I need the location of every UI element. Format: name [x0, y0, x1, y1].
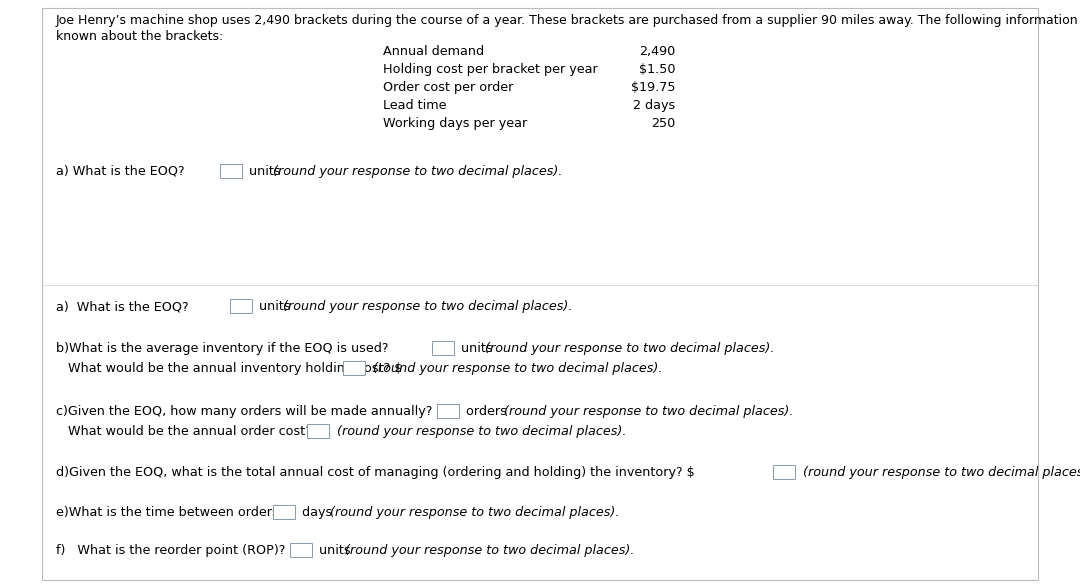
Text: What would be the annual order cost? $: What would be the annual order cost? $ [56, 425, 324, 438]
Text: (round your response to two decimal places).: (round your response to two decimal plac… [345, 544, 634, 557]
Text: orders: orders [462, 405, 511, 418]
Text: $19.75: $19.75 [631, 81, 675, 94]
Text: units: units [457, 342, 497, 355]
Bar [291, 543, 312, 557]
Text: 2 days: 2 days [633, 99, 675, 112]
Text: (round your response to two decimal places).: (round your response to two decimal plac… [330, 506, 619, 519]
Bar [220, 164, 242, 178]
Bar [437, 404, 459, 418]
Text: 250: 250 [651, 117, 675, 130]
Bar [343, 361, 365, 375]
Bar [432, 341, 454, 355]
Text: Joe Henry’s machine shop uses 2,490 brackets during the course of a year. These : Joe Henry’s machine shop uses 2,490 brac… [56, 14, 1080, 27]
Text: units: units [255, 300, 295, 313]
Text: (round your response to two decimal places).: (round your response to two decimal plac… [273, 165, 563, 178]
Text: units: units [315, 544, 354, 557]
Text: Annual demand: Annual demand [383, 45, 485, 58]
Text: a)  What is the EOQ?: a) What is the EOQ? [56, 300, 189, 313]
Text: f)   What is the reorder point (ROP)?: f) What is the reorder point (ROP)? [56, 544, 285, 557]
Text: Holding cost per bracket per year: Holding cost per bracket per year [383, 63, 598, 76]
Text: Working days per year: Working days per year [383, 117, 528, 130]
Bar [230, 299, 252, 313]
Text: $1.50: $1.50 [638, 63, 675, 76]
Text: 2,490: 2,490 [638, 45, 675, 58]
Text: (round your response to two decimal places).: (round your response to two decimal plac… [337, 425, 626, 438]
Text: (round your response to two decimal places).: (round your response to two decimal plac… [804, 466, 1080, 479]
Text: e)What is the time between orders?: e)What is the time between orders? [56, 506, 285, 519]
Text: What would be the annual inventory holding cost? $: What would be the annual inventory holdi… [56, 362, 402, 375]
Text: c)Given the EOQ, how many orders will be made annually?: c)Given the EOQ, how many orders will be… [56, 405, 432, 418]
Text: d)Given the EOQ, what is the total annual cost of managing (ordering and holding: d)Given the EOQ, what is the total annua… [56, 466, 694, 479]
Text: b)What is the average inventory if the EOQ is used?: b)What is the average inventory if the E… [56, 342, 389, 355]
Text: (round your response to two decimal places).: (round your response to two decimal plac… [485, 342, 774, 355]
Text: a) What is the EOQ?: a) What is the EOQ? [56, 165, 185, 178]
Bar [273, 505, 295, 519]
Bar [773, 465, 795, 479]
Text: units: units [245, 165, 285, 178]
Text: Lead time: Lead time [383, 99, 447, 112]
Text: (round your response to two decimal places).: (round your response to two decimal plac… [504, 405, 794, 418]
Text: Order cost per order: Order cost per order [383, 81, 514, 94]
Bar [307, 424, 329, 438]
Text: (round your response to two decimal places).: (round your response to two decimal plac… [373, 362, 662, 375]
Text: (round your response to two decimal places).: (round your response to two decimal plac… [283, 300, 572, 313]
Text: known about the brackets:: known about the brackets: [56, 30, 224, 43]
Text: days: days [298, 506, 336, 519]
